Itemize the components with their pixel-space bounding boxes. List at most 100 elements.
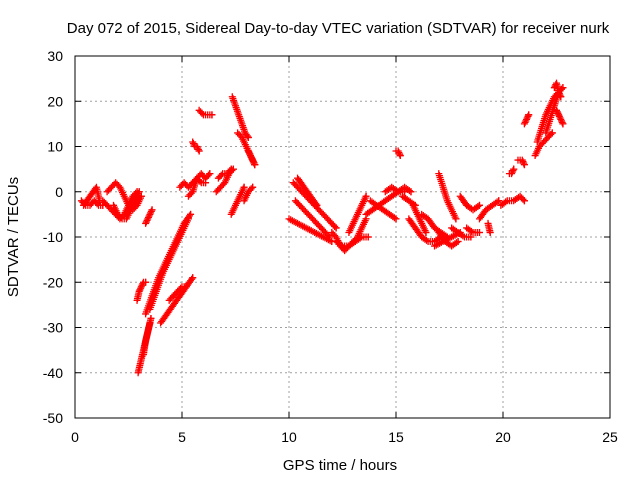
y-axis-label: SDTVAR / TECUs	[5, 177, 22, 297]
data-point	[251, 161, 259, 169]
data-point	[452, 215, 460, 223]
x-tick-label: 25	[602, 429, 618, 445]
data-point	[182, 283, 190, 291]
series-arc-13e	[514, 156, 528, 169]
data-point	[557, 117, 565, 125]
y-tick-label: -50	[43, 410, 63, 426]
data-point	[187, 210, 195, 218]
data-point	[146, 319, 154, 327]
data-point	[555, 90, 563, 98]
series-arc-4c	[157, 274, 197, 327]
series-arc-5a	[176, 174, 210, 191]
data-point	[247, 185, 255, 193]
data-point	[227, 165, 235, 173]
data-point	[422, 236, 430, 244]
data-point	[117, 213, 125, 221]
data-point	[467, 227, 475, 235]
data-point	[394, 147, 402, 155]
data-point	[135, 287, 143, 295]
y-tick-label: -10	[43, 229, 63, 245]
data-point	[525, 111, 533, 119]
data-point	[144, 213, 152, 221]
series-arc-11e	[435, 228, 462, 250]
series-arc-13c	[497, 192, 528, 209]
data-point	[194, 144, 202, 152]
data-point	[557, 93, 565, 101]
data-point	[226, 167, 234, 175]
data-point	[246, 150, 254, 158]
data-point	[332, 224, 340, 232]
data-point	[452, 239, 460, 247]
data-point	[486, 228, 494, 236]
data-point	[136, 286, 144, 294]
y-tick-label: -30	[43, 320, 63, 336]
data-point	[93, 200, 101, 208]
series-arc-13a	[475, 197, 503, 223]
series-arc-3a	[142, 206, 156, 227]
series-arc-8b	[289, 179, 340, 232]
data-point	[523, 115, 531, 123]
data-point	[508, 170, 516, 178]
series-arc-12a	[435, 170, 460, 223]
data-point	[312, 200, 320, 208]
series-arc-2c	[110, 188, 143, 223]
data-point	[249, 158, 257, 166]
data-point	[331, 222, 339, 230]
series-arc-5d	[195, 106, 216, 119]
series-arc-8a	[285, 215, 336, 246]
data-point	[493, 198, 501, 206]
data-point	[189, 138, 197, 146]
series-arc-10c	[381, 183, 415, 196]
data-point	[195, 147, 203, 155]
data-point	[324, 231, 332, 239]
data-point	[249, 156, 257, 164]
data-point	[189, 274, 197, 282]
data-point	[189, 139, 197, 147]
series-arc-4b	[146, 215, 192, 313]
data-point	[509, 167, 517, 175]
series-arc-13b	[484, 219, 494, 236]
series-arc-14e	[553, 106, 567, 128]
series-arc-6b	[214, 165, 235, 182]
data-point	[147, 207, 155, 215]
data-point	[520, 120, 528, 128]
data-point	[244, 133, 252, 141]
axis-ticks: 0 5 10 15 20 25 -50 -40 -30 -20 -10 0 10 20 30	[43, 48, 618, 445]
series-arc-12b	[448, 224, 475, 241]
data-point	[142, 219, 150, 227]
data-point	[556, 91, 564, 99]
series-arc-6c	[227, 183, 248, 218]
data-point	[422, 228, 430, 236]
data-point	[520, 159, 528, 167]
data-point	[247, 153, 255, 161]
data-point	[556, 114, 564, 122]
y-tick-label: -40	[43, 365, 63, 381]
data-point	[145, 212, 153, 220]
series-arc-14d	[550, 79, 565, 101]
data-point	[390, 214, 398, 222]
data-point	[246, 152, 254, 160]
data-point	[555, 88, 563, 96]
data-point	[364, 233, 372, 241]
data-point	[198, 109, 206, 117]
data-point	[459, 232, 467, 240]
series-arc-12d	[463, 224, 483, 236]
data-point	[185, 212, 193, 220]
x-axis-label: GPS time / hours	[283, 457, 397, 474]
data-point	[80, 200, 88, 208]
data-point	[454, 238, 462, 246]
series-arc-4d	[165, 283, 190, 304]
y-tick-label: 20	[47, 93, 63, 109]
data-point	[519, 158, 527, 166]
data-point	[137, 284, 145, 292]
series-arc-8c	[291, 197, 334, 241]
data-point	[194, 146, 202, 154]
series-arc-7a	[228, 93, 252, 141]
data-point	[148, 206, 156, 214]
data-point	[243, 132, 251, 140]
data-points	[77, 79, 567, 377]
x-tick-label: 15	[388, 429, 404, 445]
data-point	[356, 234, 364, 242]
series-arc-9c	[345, 192, 370, 236]
